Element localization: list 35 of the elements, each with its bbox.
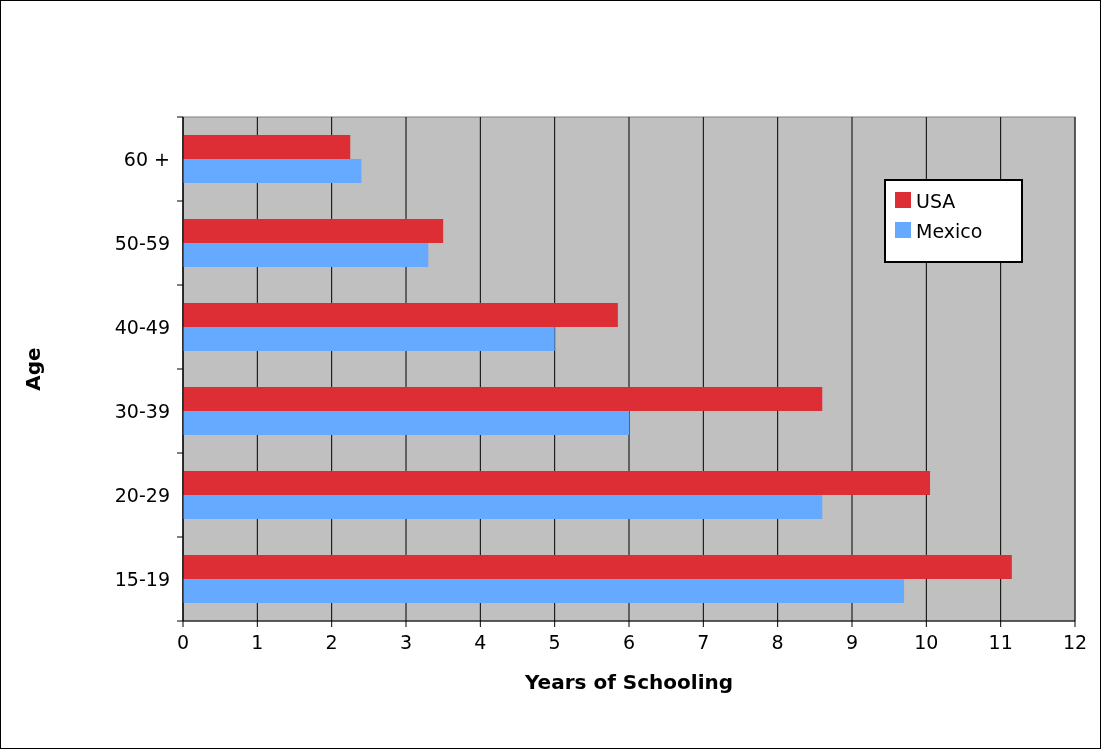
x-tick-label: 5	[548, 631, 561, 653]
legend-label: Mexico	[916, 220, 983, 242]
x-tick-label: 6	[622, 631, 636, 653]
x-tick-label: 4	[474, 631, 487, 653]
bar	[183, 495, 823, 519]
bar	[183, 327, 555, 351]
y-tick-label: 15-19	[114, 568, 170, 590]
bar	[183, 303, 618, 327]
x-tick-label: 11	[988, 631, 1013, 653]
x-tick-label: 0	[176, 631, 190, 653]
bar	[183, 243, 429, 267]
bar	[183, 579, 905, 603]
bar	[183, 387, 823, 411]
bar	[183, 219, 444, 243]
x-tick-label: 2	[325, 631, 338, 653]
bar	[183, 471, 931, 495]
x-tick-label: 12	[1062, 631, 1088, 653]
x-tick-label: 10	[914, 631, 939, 653]
y-tick-label: 20-29	[114, 484, 170, 506]
legend-label: USA	[916, 190, 956, 212]
x-tick-label: 8	[771, 631, 784, 653]
bar	[183, 555, 1012, 579]
x-tick-label: 1	[251, 631, 264, 653]
bar	[183, 159, 362, 183]
y-axis-title: Age	[21, 347, 45, 391]
x-tick-label: 9	[845, 631, 859, 653]
bar	[183, 135, 351, 159]
x-tick-label: 3	[399, 631, 413, 653]
y-tick-label: 60 +	[123, 148, 170, 170]
y-tick-label: 50-59	[114, 232, 170, 254]
x-tick-label: 7	[697, 631, 710, 653]
y-tick-label: 40-49	[114, 316, 170, 338]
bar	[183, 411, 629, 435]
x-axis-title: Years of Schooling	[523, 670, 734, 694]
y-tick-label: 30-39	[114, 400, 170, 422]
